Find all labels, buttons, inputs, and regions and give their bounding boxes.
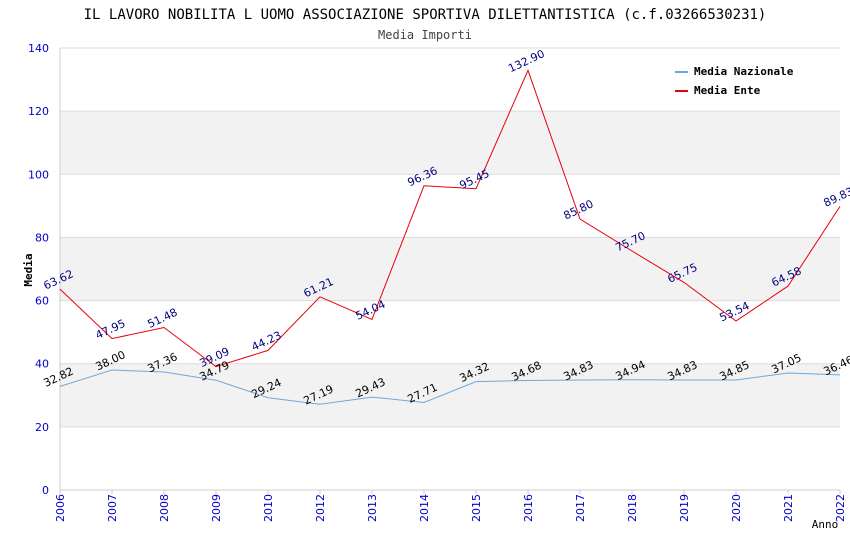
y-tick-label: 120 [28, 105, 49, 118]
band-20 [60, 363, 840, 427]
x-tick-label: 2006 [54, 494, 67, 522]
x-axis-label: Anno [812, 518, 839, 531]
data-label: 51.48 [145, 306, 179, 331]
series-line-media-ente [59, 69, 841, 368]
y-tick-label: 60 [35, 295, 49, 308]
y-tick-labels: 0 20 40 60 80 100 120 140 [28, 42, 49, 497]
data-label: 44.23 [249, 329, 283, 354]
x-tick-labels: 2006 2007 2008 2009 2010 2012 2013 2014 2015 2016… [54, 490, 847, 522]
data-label: 85.80 [561, 197, 595, 222]
legend: Media Nazionale Media Ente [675, 65, 794, 97]
x-tick-label: 2008 [158, 494, 171, 522]
background-bands [60, 111, 840, 427]
x-tick-label: 2018 [626, 494, 639, 522]
x-tick-label: 2010 [262, 494, 275, 522]
data-label: 53.54 [717, 299, 751, 324]
series-layer [59, 69, 841, 405]
x-tick-label: 2009 [210, 494, 223, 522]
y-tick-label: 20 [35, 421, 49, 434]
x-tick-label: 2020 [730, 494, 743, 522]
x-tick-label: 2012 [314, 494, 327, 522]
data-label: 89.83 [821, 185, 850, 210]
x-tick-label: 2017 [574, 494, 587, 522]
gridlines [60, 47, 840, 428]
x-tick-label: 2021 [782, 494, 795, 522]
band-60 [60, 237, 840, 301]
x-tick-label: 2013 [366, 494, 379, 522]
x-tick-label: 2014 [418, 494, 431, 522]
x-tick-label: 2007 [106, 494, 119, 522]
legend-label-media-nazionale: Media Nazionale [694, 65, 794, 78]
chart-title: IL LAVORO NOBILITA L UOMO ASSOCIAZIONE S… [84, 7, 767, 23]
series-line-media-nazionale [59, 369, 841, 405]
x-tick-label: 2016 [522, 494, 535, 522]
band-100 [60, 111, 840, 175]
y-tick-label: 40 [35, 358, 49, 371]
y-tick-label: 140 [28, 42, 49, 55]
x-tick-label: 2019 [678, 494, 691, 522]
data-label: 132.90 [506, 47, 546, 75]
y-tick-label: 80 [35, 231, 49, 244]
chart-subtitle: Media Importi [378, 28, 472, 42]
y-tick-label: 100 [28, 168, 49, 181]
y-axis-label: Media [22, 253, 35, 286]
data-label: 47.95 [93, 317, 127, 342]
x-tick-label: 2022 [834, 494, 847, 522]
y-tick-label: 0 [42, 484, 49, 497]
legend-label-media-ente: Media Ente [694, 84, 761, 97]
x-tick-label: 2015 [470, 494, 483, 522]
